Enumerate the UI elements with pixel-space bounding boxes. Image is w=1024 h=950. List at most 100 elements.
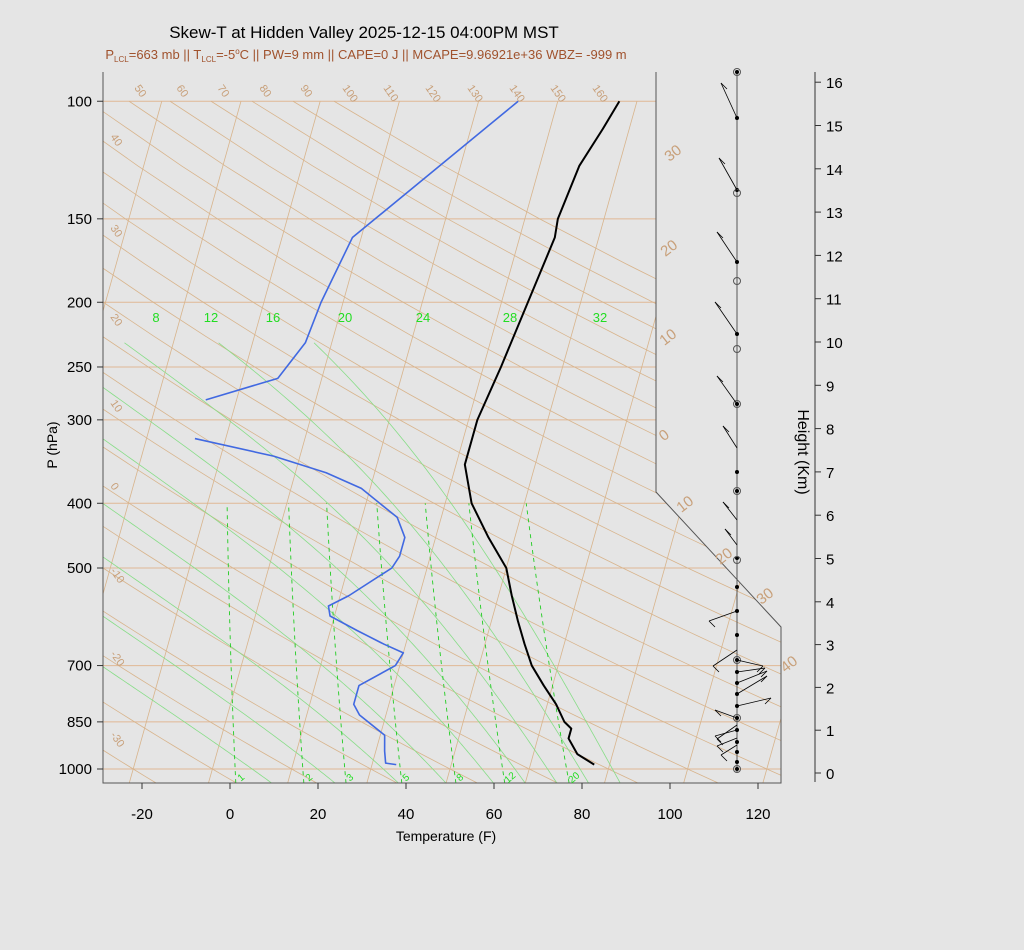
height-tick-label: 4 — [826, 595, 834, 612]
theta-label: 40 — [108, 132, 125, 149]
dry-adiabat-line — [210, 100, 781, 783]
p-tick-label: 100 — [67, 93, 92, 110]
wind-level-dot — [735, 740, 739, 744]
wind-barb — [722, 501, 738, 521]
x-tick-label: 80 — [574, 806, 591, 823]
theta-label: 90 — [298, 83, 315, 100]
theta-label: 50 — [132, 83, 149, 100]
wind-barb-flag — [718, 157, 726, 165]
x-tick-label: 20 — [310, 806, 327, 823]
isotherm-line — [128, 101, 321, 783]
p-tick-label: 700 — [67, 658, 92, 675]
wind-barb — [716, 375, 738, 405]
isotherm-label: 0 — [656, 426, 673, 445]
dry-adiabat-line — [103, 100, 559, 783]
x-tick-label: 40 — [398, 806, 415, 823]
x-tick-label: 100 — [657, 806, 682, 823]
dry-adiabat-line — [103, 100, 478, 783]
wind-barb — [736, 697, 772, 707]
x-tick-label: 120 — [745, 806, 770, 823]
wind-barb-panel — [708, 68, 772, 773]
wind-level-dot — [735, 470, 739, 474]
mixing-ratio-line — [226, 503, 237, 783]
mixing-ratio-bottom-label: 5 — [401, 772, 413, 784]
moist-adiabat-line — [103, 342, 526, 783]
height-tick-label: 10 — [826, 335, 843, 352]
wind-barb — [720, 744, 738, 756]
mixing-ratio-lines — [226, 503, 570, 783]
wind-barb-flag — [712, 665, 720, 673]
height-tick-label: 9 — [826, 378, 834, 395]
theta-label: 20 — [108, 312, 125, 329]
wind-barb — [718, 157, 738, 191]
wind-level-dot — [735, 760, 739, 764]
x-tick-label: 60 — [486, 806, 503, 823]
wind-barb — [712, 649, 738, 667]
height-tick-label: 2 — [826, 680, 834, 697]
x-tick-label: 0 — [226, 806, 234, 823]
wind-barb — [736, 670, 768, 684]
isotherm-label: 30 — [661, 142, 685, 166]
mixing-ratio-top-label: 12 — [204, 310, 218, 325]
dry-adiabat-line — [103, 100, 781, 783]
p-tick-label: 1000 — [59, 761, 92, 778]
wind-barb — [722, 425, 738, 449]
p-tick-label: 300 — [67, 412, 92, 429]
height-tick-label: 11 — [826, 292, 842, 309]
wind-barb — [714, 709, 738, 719]
p-tick-label: 200 — [67, 294, 92, 311]
plot-area — [0, 100, 781, 783]
mixing-ratio-top-label: 28 — [503, 310, 517, 325]
height-tick-label: 5 — [826, 552, 834, 569]
wind-barb-flag — [722, 425, 730, 433]
plot-frame — [102, 72, 782, 784]
mixing-ratio-top-label: 32 — [593, 310, 607, 325]
isotherm-line — [524, 101, 717, 783]
moist-adiabat-lines — [103, 342, 621, 783]
y-axis-label: P (hPa) — [44, 421, 60, 468]
calm-wind-circle — [733, 345, 741, 353]
calm-wind-circle — [733, 714, 741, 722]
temperature-line — [463, 100, 621, 766]
mixing-ratio-line — [376, 503, 403, 783]
dry-adiabat-line — [103, 100, 719, 783]
p-tick-label: 850 — [67, 714, 92, 731]
isotherm-line — [445, 101, 638, 783]
height-tick-label: 16 — [826, 75, 843, 92]
wind-level-dot — [735, 633, 739, 637]
moist-adiabat-line — [103, 342, 494, 783]
wind-barb — [716, 231, 738, 263]
calm-wind-circle — [733, 487, 741, 495]
height-tick-label: 8 — [826, 422, 834, 439]
isotherm-label: 30 — [753, 585, 777, 609]
pressure-axis-ticks: 100 150 200 250 300 400 500 700 850 1000 — [59, 93, 103, 778]
wind-barb-flag — [714, 709, 722, 717]
dry-adiabat-line — [128, 100, 781, 783]
wind-barb — [716, 724, 738, 740]
dry-adiabat-line — [103, 100, 781, 783]
dry-adiabat-line — [103, 100, 318, 783]
wind-barb-flag — [716, 375, 724, 383]
height-tick-label: 14 — [826, 162, 843, 179]
mixing-ratio-bottom-label: 2 — [304, 772, 316, 784]
profile-lines — [194, 100, 621, 766]
wind-barb — [736, 659, 764, 667]
wind-barb-flag — [722, 501, 730, 509]
wind-barb-flag — [760, 675, 768, 683]
theta-label: 0 — [108, 481, 121, 493]
isotherm-line — [208, 101, 400, 783]
theta-label: -30 — [108, 730, 127, 750]
moist-adiabat-line — [218, 342, 589, 783]
wind-level-dot — [735, 750, 739, 754]
height-tick-label: 7 — [826, 465, 834, 482]
isotherm-label: 20 — [712, 545, 736, 569]
wind-level-dot — [735, 70, 739, 74]
theta-label: 70 — [215, 83, 232, 100]
mixing-ratio-line — [525, 503, 570, 783]
mixing-ratio-bottom-label: 1 — [236, 772, 248, 784]
height-tick-label: 0 — [826, 766, 834, 783]
isotherm-line — [0, 101, 83, 783]
theta-label: 80 — [257, 83, 274, 100]
